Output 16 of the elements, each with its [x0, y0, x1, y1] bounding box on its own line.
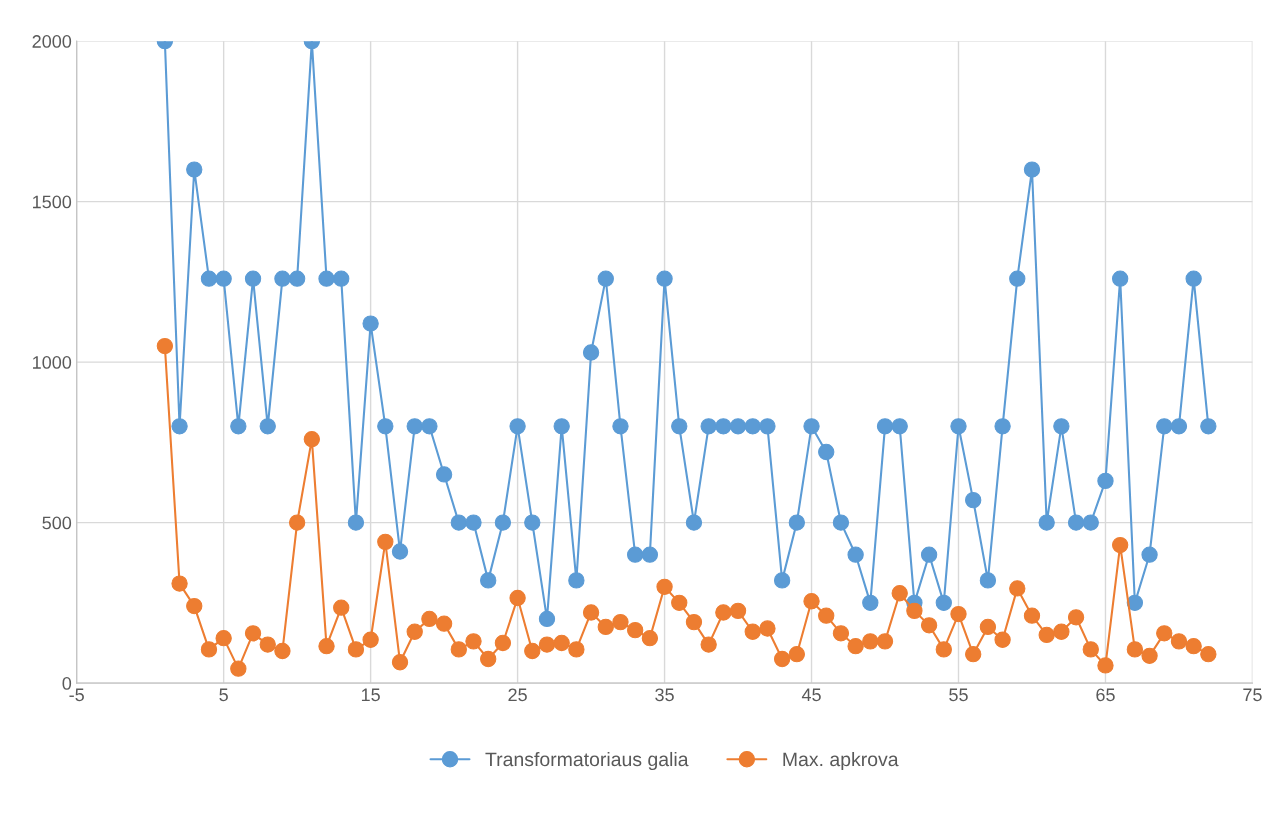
y-tick-label: 1000 — [33, 356, 72, 369]
x-tick-label: 15 — [361, 688, 380, 702]
x-tick-label: -5 — [69, 688, 84, 702]
y-tick-label: 1500 — [33, 195, 72, 209]
x-tick-label: 5 — [219, 688, 228, 702]
x-tick-label: 65 — [1096, 688, 1115, 702]
x-tick-label: 75 — [1243, 688, 1262, 702]
y-tick-label: 500 — [42, 516, 72, 530]
x-tick-label: 45 — [801, 688, 821, 702]
x-tick-label: 35 — [655, 688, 674, 702]
y-tick-label: 2000 — [32, 35, 72, 48]
y-tick-label: 0 — [62, 677, 72, 690]
x-tick-label: 25 — [508, 688, 527, 702]
legend-label: Transformatoriaus galia — [485, 751, 689, 771]
legend-label: Max. apkrova — [783, 751, 899, 771]
x-tick-label: 55 — [949, 688, 968, 702]
